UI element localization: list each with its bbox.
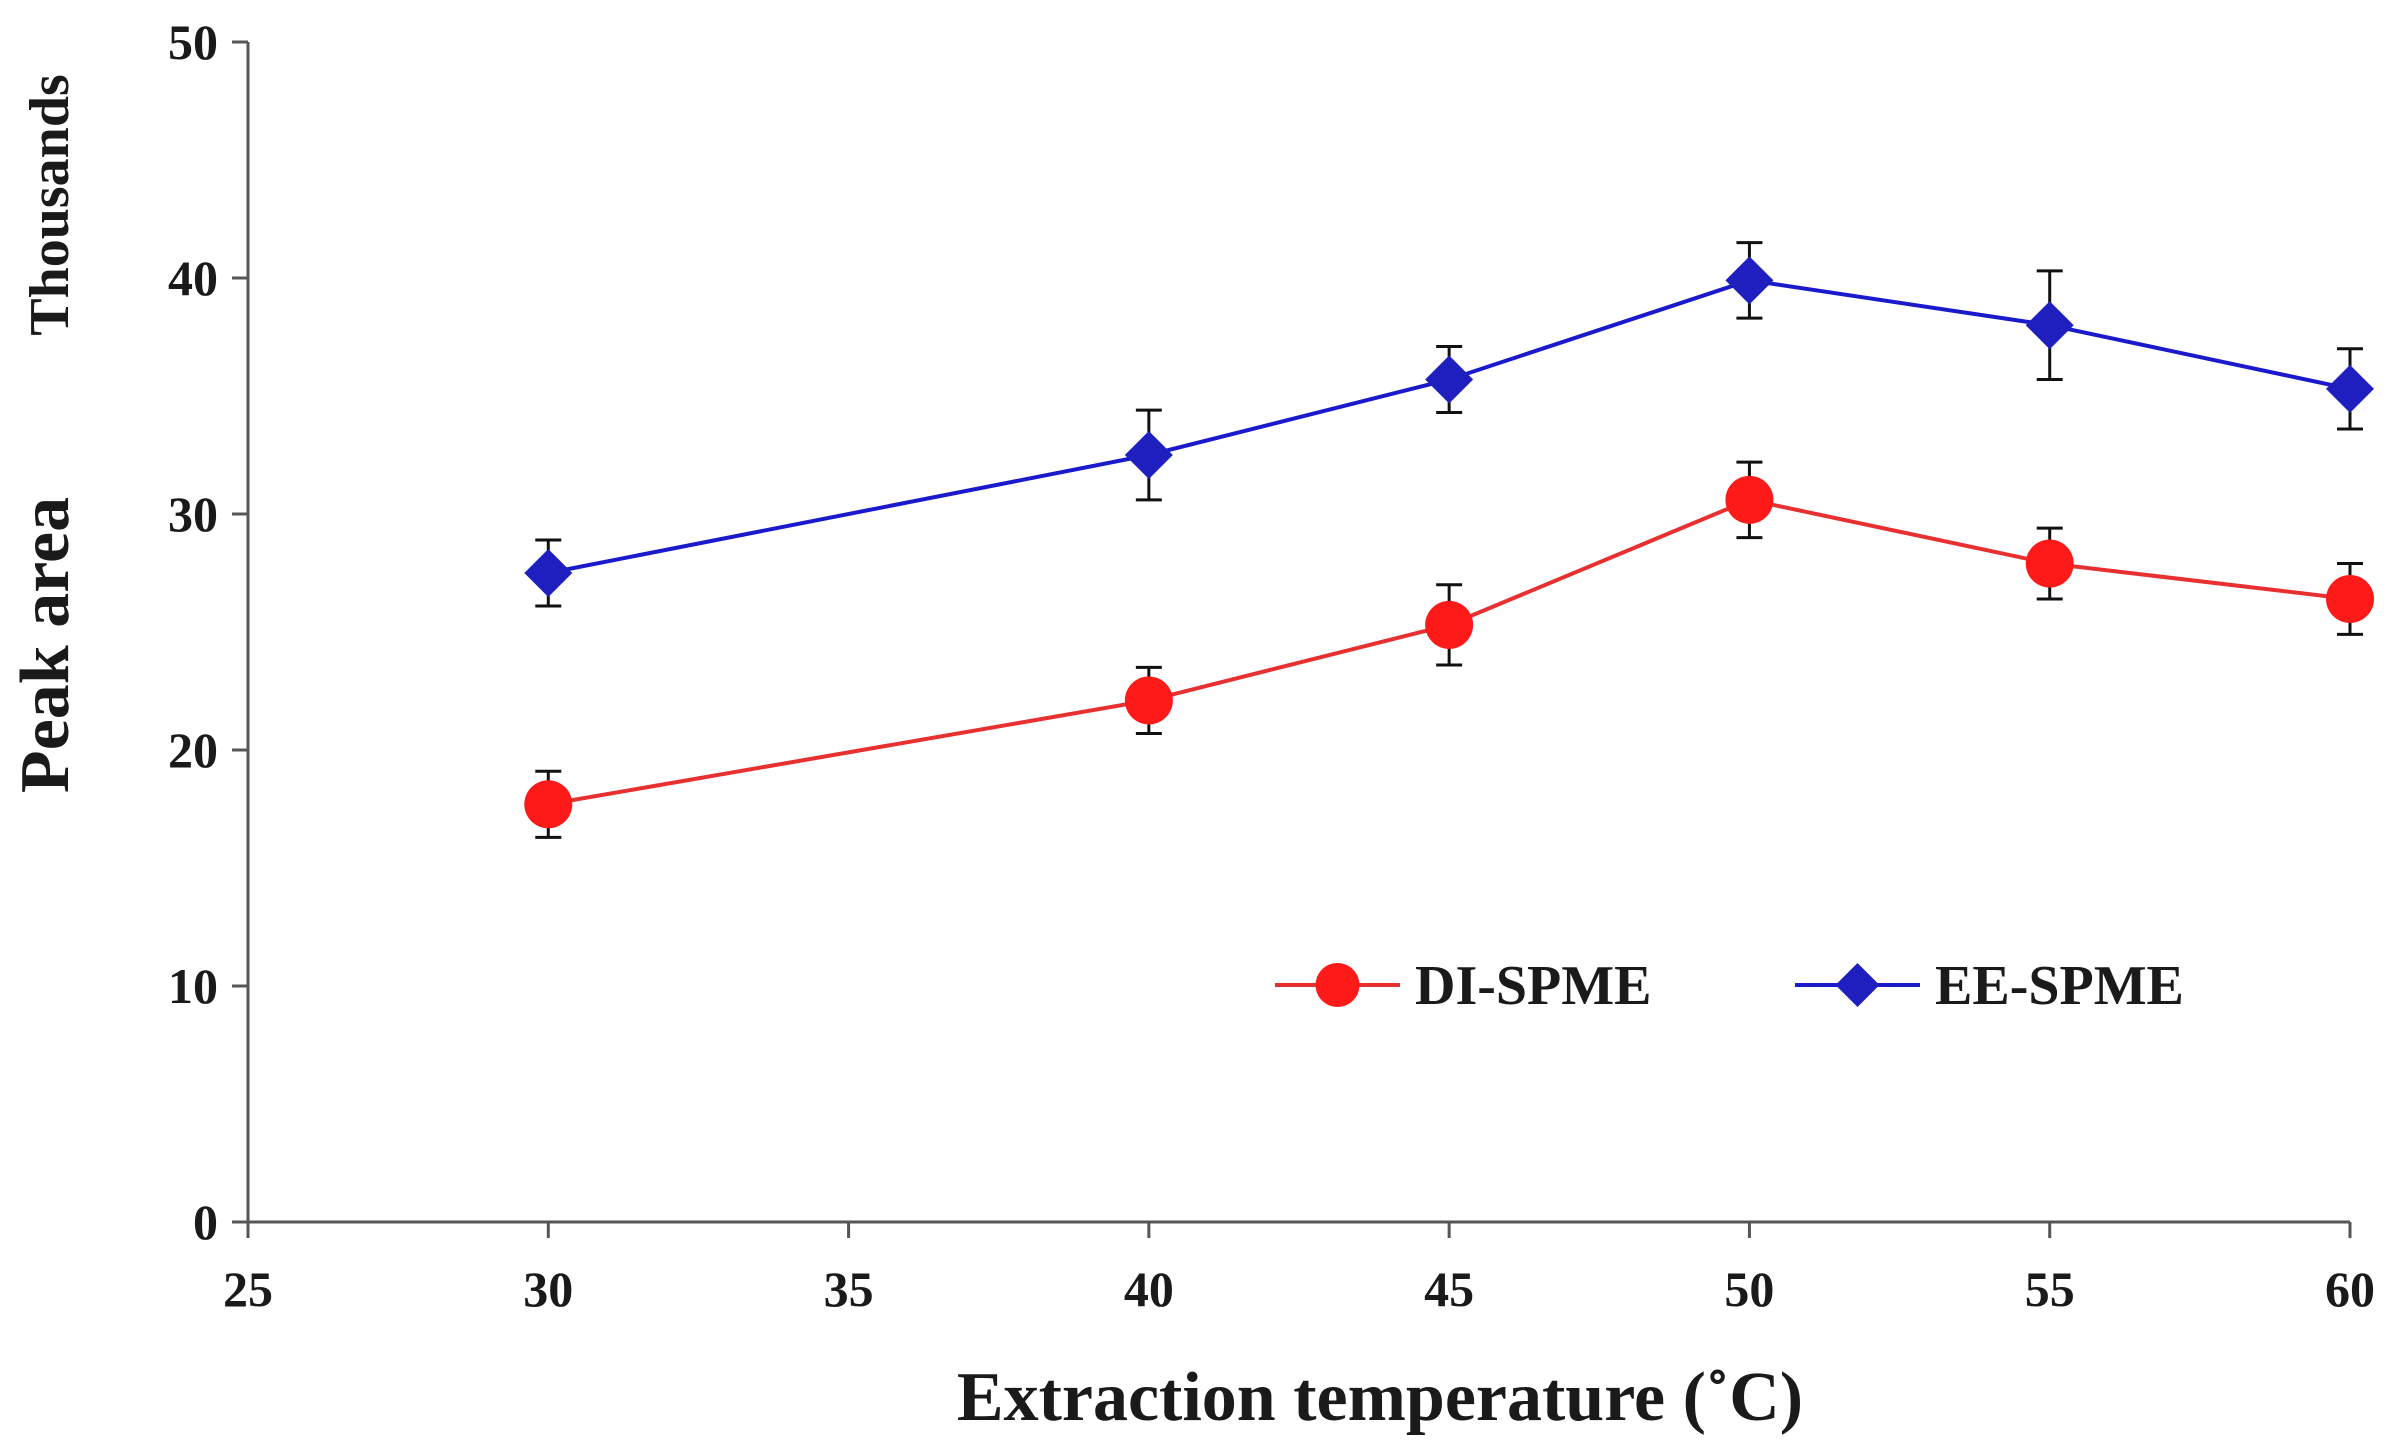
x-tick-label: 25: [223, 1261, 273, 1317]
legend-label: DI-SPME: [1415, 955, 1651, 1017]
legend-marker: [1315, 963, 1360, 1007]
series-line: [547, 278, 2351, 575]
x-tick-label: 30: [523, 1261, 573, 1317]
data-point: [524, 780, 573, 829]
series-ee-spme: [524, 241, 2374, 608]
plot-area: [524, 241, 2374, 839]
y-tick-label: 20: [168, 722, 218, 778]
data-point: [2025, 301, 2074, 350]
y-tick-label: 0: [193, 1194, 218, 1250]
x-tick-label: 50: [1724, 1261, 1774, 1317]
legend-item-di-spme: DI-SPME: [1275, 955, 1651, 1017]
legend: DI-SPME EE-SPME: [1275, 955, 2184, 1017]
data-point: [1124, 676, 1173, 725]
legend-item-ee-spme: EE-SPME: [1795, 955, 2184, 1017]
y-axis-title: Peak area: [7, 497, 84, 793]
axes: [246, 42, 2350, 1224]
x-tick-label: 60: [2325, 1261, 2375, 1317]
series-line: [547, 497, 2351, 807]
y-tick-label: 40: [168, 250, 218, 306]
legend-marker: [1835, 963, 1880, 1007]
y-tick-label: 30: [168, 486, 218, 542]
x-tick-label: 45: [1424, 1261, 1474, 1317]
ticks: 0 10 20 30 40 50 25 30 35 40 45 50 55 60: [168, 14, 2375, 1317]
data-point: [1725, 475, 1774, 524]
data-point: [2025, 539, 2074, 588]
y-tick-label: 50: [168, 14, 218, 70]
x-axis-title: Extraction temperature (˚C): [957, 1359, 1803, 1436]
data-point: [1124, 431, 1173, 479]
data-point: [2326, 364, 2374, 413]
data-point: [1725, 256, 1774, 305]
x-tick-label: 40: [1124, 1261, 1174, 1317]
data-point: [2326, 574, 2374, 623]
series-di-spme: [524, 460, 2374, 839]
legend-label: EE-SPME: [1935, 955, 2184, 1017]
data-point: [1425, 600, 1474, 649]
y-tick-label: 10: [168, 958, 218, 1014]
data-point: [1425, 355, 1474, 404]
x-tick-label: 55: [2025, 1261, 2075, 1317]
y-units-label: Thousands: [19, 74, 81, 336]
data-point: [524, 549, 573, 597]
x-tick-label: 35: [824, 1261, 874, 1317]
